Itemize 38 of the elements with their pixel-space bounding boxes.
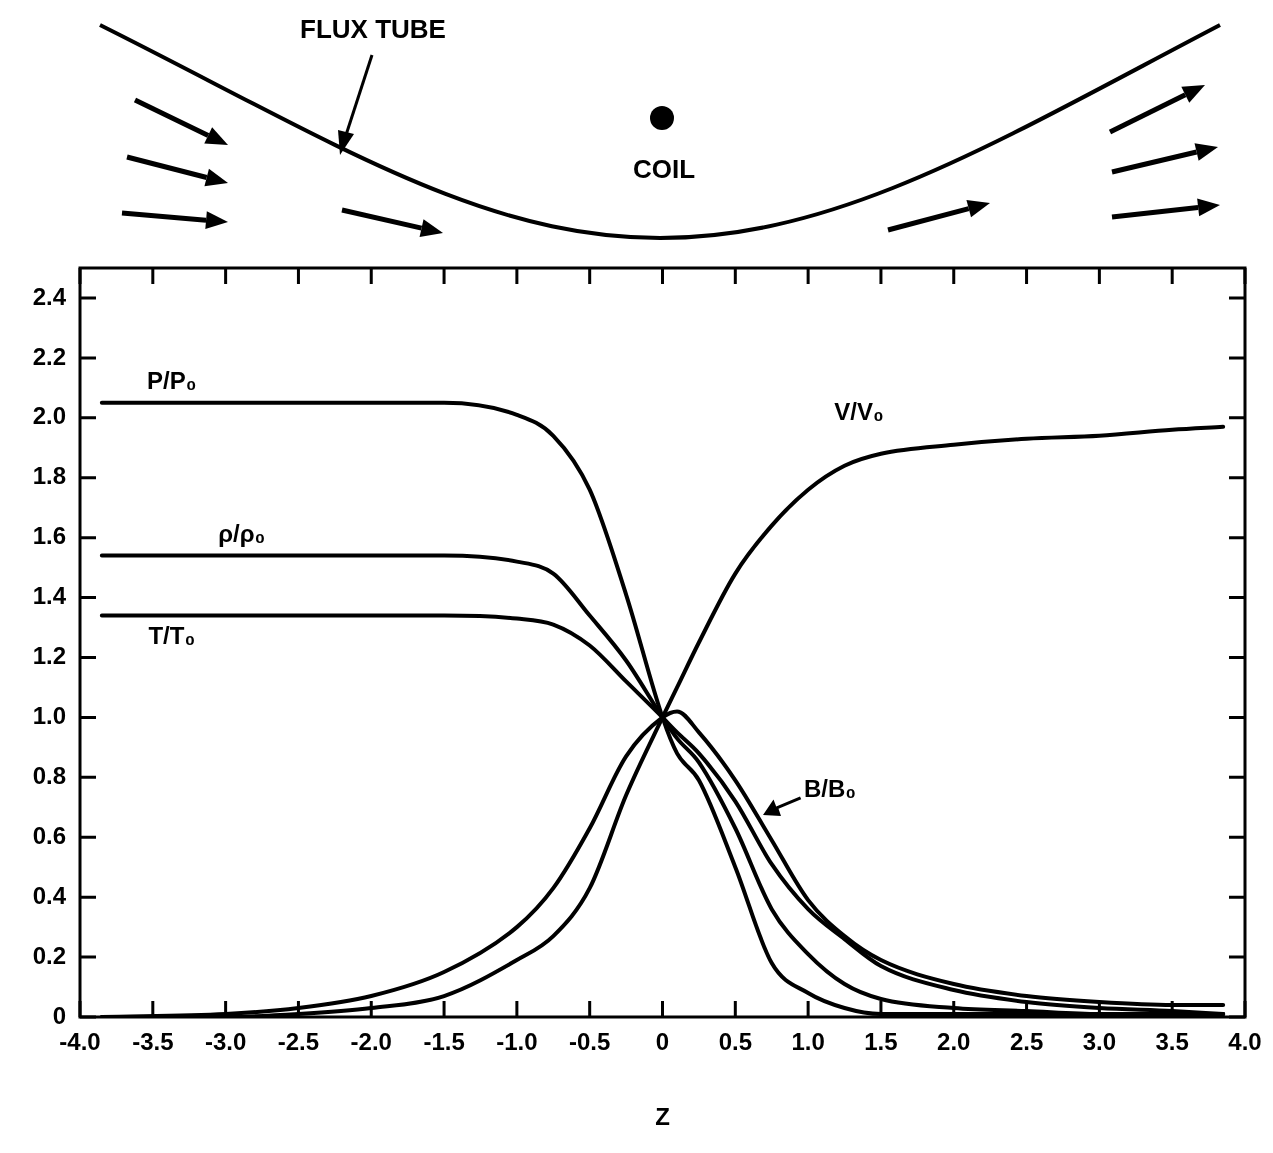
x-tick-label: -0.5 <box>569 1028 611 1056</box>
x-tick-label: 0.5 <box>718 1028 752 1056</box>
series-label: P/P₀ <box>147 367 197 395</box>
x-tick-label: 3.5 <box>1155 1028 1189 1056</box>
y-tick-label: 1.6 <box>32 522 66 550</box>
x-tick-label: 0 <box>655 1028 670 1056</box>
y-tick-label: 0.6 <box>32 821 66 849</box>
series-label: T/T₀ <box>148 622 196 650</box>
y-tick-label: 1.8 <box>32 462 66 490</box>
y-tick-label: 2.0 <box>32 402 66 430</box>
x-tick-label: -2.0 <box>350 1028 392 1056</box>
text: COIL <box>632 154 696 184</box>
series-label: V/V₀ <box>834 398 884 426</box>
x-axis-title: Z <box>655 1102 670 1130</box>
y-tick-label: 1.4 <box>32 582 67 610</box>
x-tick-label: -1.5 <box>423 1028 465 1056</box>
y-tick-label: 1.0 <box>32 702 66 730</box>
x-tick-label: 2.5 <box>1009 1028 1044 1056</box>
y-tick-label: 1.2 <box>32 642 66 670</box>
y-tick-label: 0.4 <box>32 881 67 909</box>
y-tick-label: 0.2 <box>32 941 66 969</box>
x-tick-label: 2.0 <box>937 1028 971 1056</box>
x-tick-label: 4.0 <box>1228 1028 1262 1056</box>
x-tick-label: -1.0 <box>496 1028 538 1056</box>
x-tick-label: 3.0 <box>1082 1028 1117 1056</box>
y-tick-label: 0.8 <box>32 761 66 789</box>
series-label: ρ/ρ₀ <box>218 520 266 548</box>
x-tick-label: -3.5 <box>132 1028 174 1056</box>
x-tick-label: -4.0 <box>59 1028 101 1056</box>
x-tick-label: 1.0 <box>791 1028 825 1056</box>
text: FLUX TUBE <box>300 14 446 44</box>
y-tick-label: 2.2 <box>32 342 66 370</box>
series-label: B/B₀ <box>803 774 857 802</box>
y-tick-label: 2.4 <box>32 282 67 310</box>
x-tick-label: -3.0 <box>204 1028 247 1056</box>
y-tick-label: 0 <box>52 1001 66 1029</box>
x-tick-label: -2.5 <box>277 1028 320 1056</box>
x-tick-label: 1.5 <box>864 1028 898 1056</box>
